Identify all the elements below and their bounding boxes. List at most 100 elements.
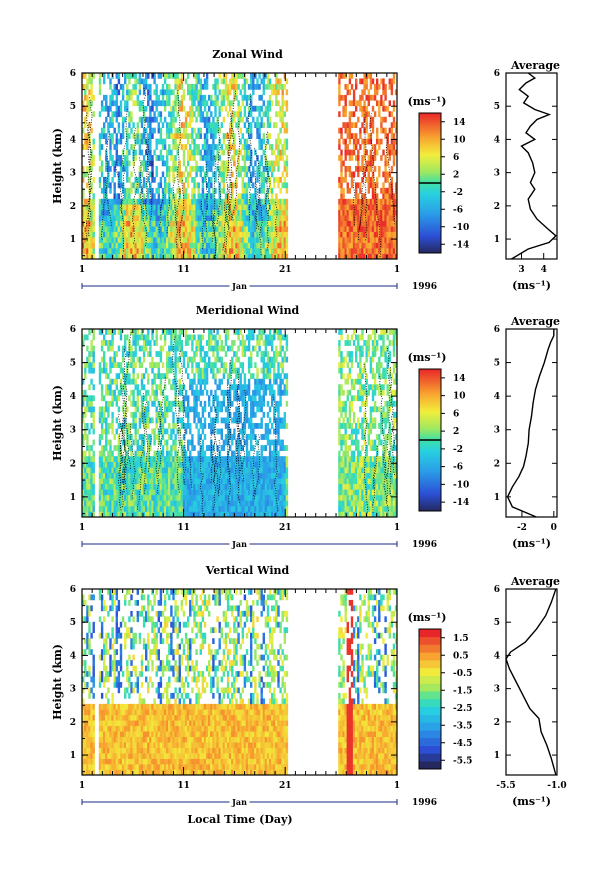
heatmap-cell <box>163 105 167 112</box>
y-tick-label: 4 <box>70 135 76 145</box>
heatmap-cell <box>100 160 104 167</box>
heatmap-cell <box>388 237 391 243</box>
heatmap-cell <box>256 155 259 161</box>
heatmap-cell <box>134 237 137 243</box>
heatmap-cell <box>214 456 217 463</box>
heatmap-cell <box>126 242 129 249</box>
heatmap-cell <box>224 362 228 369</box>
heatmap-cell <box>107 111 110 118</box>
heatmap-cell <box>182 198 186 205</box>
heatmap-cell <box>252 83 255 90</box>
heatmap-cell <box>111 237 114 243</box>
heatmap-cell <box>121 356 125 363</box>
heatmap-cell <box>243 483 247 490</box>
heatmap-cell <box>193 215 196 222</box>
heatmap-cell <box>241 187 244 194</box>
heatmap-cell <box>136 439 139 446</box>
heatmap-cell <box>136 220 139 227</box>
heatmap-cell <box>88 395 91 402</box>
heatmap-cell <box>214 187 217 194</box>
heatmap-cell <box>166 237 169 243</box>
heatmap-cell <box>197 373 200 380</box>
contour-line <box>158 192 164 233</box>
heatmap-cell <box>187 483 190 490</box>
heatmap-cell <box>132 144 135 150</box>
heatmap-cell <box>170 505 173 512</box>
heatmap-cell <box>166 373 169 380</box>
heatmap-cell <box>182 160 186 167</box>
heatmap-cell <box>226 237 230 243</box>
heatmap-cell <box>243 220 247 227</box>
heatmap-cell <box>229 105 232 112</box>
heatmap-cell <box>161 94 165 101</box>
heatmap-cell <box>342 94 345 101</box>
heatmap-cell <box>113 467 116 474</box>
heatmap-cell <box>229 472 232 479</box>
heatmap-cell <box>170 450 173 457</box>
heatmap-cell <box>161 83 165 90</box>
heatmap-cell <box>166 406 169 413</box>
heatmap-cell <box>153 209 156 216</box>
heatmap-cell <box>178 198 181 205</box>
heatmap-cell <box>216 237 219 243</box>
heatmap-cell <box>250 73 253 79</box>
heatmap-cell <box>205 461 209 468</box>
heatmap-cell <box>151 166 154 172</box>
heatmap-cell <box>82 439 85 446</box>
heatmap-cell <box>243 149 247 156</box>
heatmap-cell <box>235 182 238 189</box>
heatmap-cell <box>100 450 104 457</box>
heatmap-cell <box>245 461 249 468</box>
heatmap-cell <box>147 494 150 501</box>
heatmap-cell <box>256 231 259 238</box>
heatmap-cell <box>268 226 272 232</box>
heatmap-cell <box>180 100 184 107</box>
heatmap-cell <box>199 378 202 385</box>
heatmap-cell <box>187 340 190 346</box>
heatmap-cell <box>159 111 163 118</box>
heatmap-cell <box>98 176 102 183</box>
heatmap-cell <box>363 198 366 205</box>
heatmap-cell <box>382 215 385 222</box>
heatmap-cell <box>378 138 381 145</box>
heatmap-cell <box>134 100 137 107</box>
heatmap-cell <box>247 198 251 205</box>
heatmap-cell <box>348 100 352 107</box>
heatmap-cell <box>132 340 135 346</box>
heatmap-cell <box>254 160 257 167</box>
heatmap-cell <box>210 144 213 150</box>
heatmap-cell <box>235 253 238 260</box>
heatmap-cell <box>82 204 85 211</box>
heatmap-cell <box>111 160 114 167</box>
heatmap-cell <box>250 253 253 260</box>
heatmap-cell <box>172 209 175 216</box>
heatmap-cell <box>191 253 194 260</box>
heatmap-cell <box>197 133 200 139</box>
heatmap-cell <box>136 226 139 232</box>
heatmap-cell <box>275 198 278 205</box>
heatmap-cell <box>147 400 150 407</box>
heatmap-cell <box>180 340 184 346</box>
heatmap-cell <box>210 340 213 346</box>
heatmap-cell <box>350 226 354 232</box>
heatmap-cell <box>170 226 173 232</box>
heatmap-cell <box>166 160 169 167</box>
heatmap-cell <box>283 231 286 238</box>
heatmap-cell <box>197 483 200 490</box>
heatmap-cell <box>178 242 181 249</box>
heatmap-cell <box>218 226 221 232</box>
heatmap-cell <box>126 406 129 413</box>
heatmap-cell <box>245 456 249 463</box>
heatmap-cell <box>363 226 366 232</box>
heatmap-cell <box>172 334 175 341</box>
heatmap-cell <box>174 423 177 429</box>
heatmap-cell <box>365 149 368 156</box>
heatmap-cell <box>109 248 112 254</box>
heatmap-cell <box>212 417 215 424</box>
heatmap-cell <box>275 138 278 145</box>
heatmap-cell <box>201 226 205 232</box>
heatmap-cell <box>235 505 238 512</box>
heatmap-cell <box>222 445 226 451</box>
heatmap-cell <box>220 171 223 178</box>
heatmap-cell <box>367 187 370 194</box>
